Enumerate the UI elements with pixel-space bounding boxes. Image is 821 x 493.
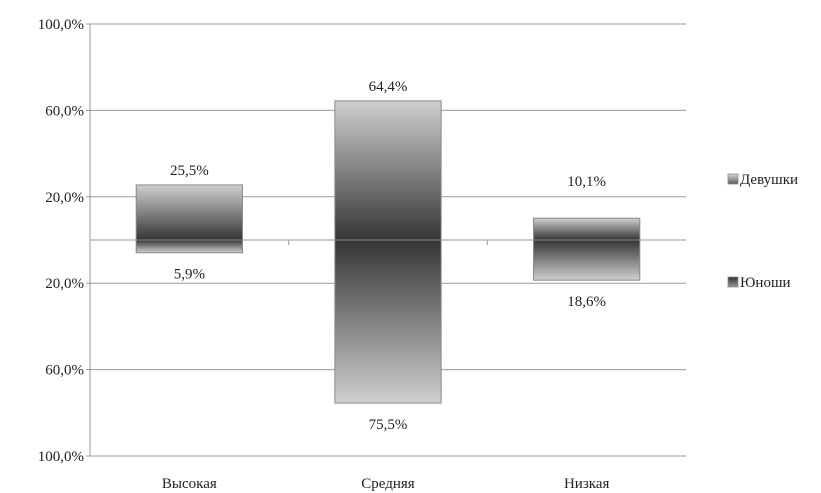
- y-tick-label: 60,0%: [45, 363, 84, 379]
- bar-yunoshi: [533, 239, 641, 281]
- data-label-yunoshi: 18,6%: [567, 294, 606, 310]
- data-label-devushki: 25,5%: [170, 163, 209, 179]
- y-tick-label: 100,0%: [38, 17, 84, 33]
- bar-yunoshi: [135, 239, 243, 254]
- data-label-yunoshi: 5,9%: [174, 267, 205, 283]
- data-label-devushki: 10,1%: [567, 174, 606, 190]
- y-tick-label: 20,0%: [45, 190, 84, 206]
- bar-devushki: [334, 100, 442, 241]
- data-labels: 25,5% 5,9% 64,4% 75,5% 10,1% 18,6%: [170, 79, 606, 433]
- y-tick-label: 100,0%: [38, 449, 84, 465]
- bar-yunoshi: [334, 239, 442, 404]
- legend-label: Юноши: [740, 275, 791, 291]
- category-label: Высокая: [162, 476, 217, 492]
- y-tick-label: 60,0%: [45, 103, 84, 119]
- bars: [135, 100, 641, 404]
- bar-devushki: [533, 217, 641, 241]
- legend-swatch: [727, 173, 739, 185]
- data-label-devushki: 64,4%: [369, 79, 408, 95]
- legend-swatch: [727, 276, 739, 288]
- data-label-yunoshi: 75,5%: [369, 417, 408, 433]
- category-label: Низкая: [564, 476, 610, 492]
- bar-devushki: [135, 184, 243, 241]
- legend: Девушки Юноши: [727, 172, 798, 291]
- y-tick-label: 20,0%: [45, 276, 84, 292]
- category-label: Средняя: [361, 476, 415, 492]
- legend-label: Девушки: [740, 172, 798, 188]
